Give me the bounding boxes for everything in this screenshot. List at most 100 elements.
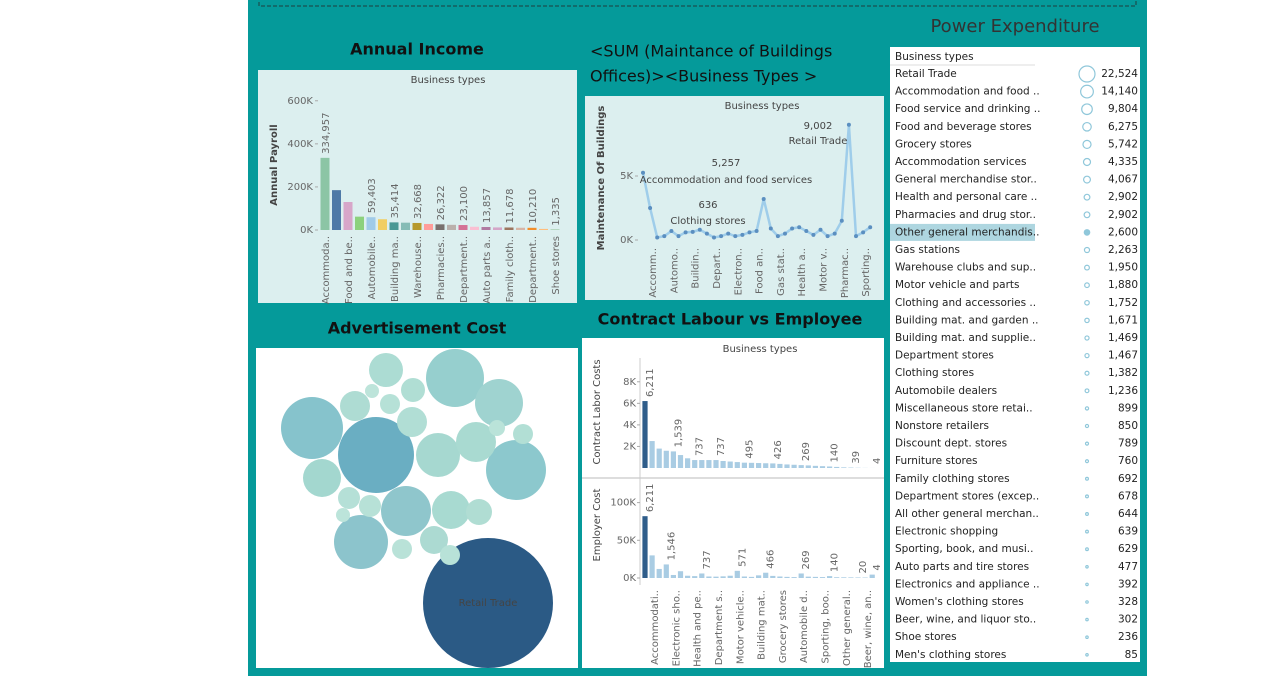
chart-title: Annual Income <box>350 40 484 59</box>
data-label: 334,957 <box>321 112 332 153</box>
bar <box>389 222 399 230</box>
data-label: 1,335 <box>551 197 562 226</box>
row-label: Retail Trade <box>895 68 957 80</box>
bar <box>355 216 364 230</box>
row-label: Sporting, book, and musi.. <box>895 543 1033 555</box>
row-value: 4,335 <box>1108 156 1138 168</box>
bar <box>493 227 502 230</box>
bar <box>401 222 410 230</box>
bubble <box>466 499 492 525</box>
bubble <box>380 394 400 414</box>
bar <box>713 460 719 468</box>
x-tick-label: Automo.. <box>669 248 680 293</box>
y-tick-label: 200K <box>287 182 313 193</box>
y-tick-label: 6K <box>623 398 636 409</box>
point <box>733 234 738 239</box>
bar <box>756 575 762 578</box>
annotation: Retail Trade <box>789 136 848 147</box>
point <box>811 232 816 237</box>
subtitle: Business types <box>411 75 486 86</box>
data-label: 737 <box>716 437 727 456</box>
bar <box>516 227 525 230</box>
point <box>768 226 773 231</box>
size-mark <box>1083 193 1091 201</box>
size-mark <box>1085 582 1089 587</box>
data-label: 35,414 <box>390 183 401 218</box>
row-label: Clothing and accessories .. <box>895 297 1036 309</box>
row-label: Men's clothing stores <box>895 649 1006 661</box>
row-label: Gas stations <box>895 244 960 256</box>
row-value: 789 <box>1118 438 1138 450</box>
bar <box>756 463 762 468</box>
data-label: 20 <box>858 561 869 574</box>
row-label: Department stores (excep.. <box>895 490 1039 502</box>
row-label: Health and personal care .. <box>895 191 1037 203</box>
x-tick-label: Automobile.. <box>367 236 378 300</box>
bar <box>770 575 776 578</box>
bar <box>706 576 712 578</box>
x-tick-label: Health a.. <box>797 248 808 297</box>
point <box>832 231 837 236</box>
row-value: 850 <box>1118 420 1138 432</box>
x-tick-label: Pharmac.. <box>840 248 851 298</box>
bar <box>841 467 847 468</box>
y-tick-label: 0K <box>620 235 633 246</box>
row-value: 1,382 <box>1108 367 1138 379</box>
bubble <box>336 508 350 522</box>
row-value: 629 <box>1118 543 1138 555</box>
row-label: Auto parts and tire stores <box>895 561 1029 573</box>
point <box>712 235 716 240</box>
row-label: Nonstore retailers <box>895 420 989 432</box>
x-tick-label: Family cloth.. <box>505 236 516 302</box>
bar <box>734 570 740 578</box>
bar <box>378 219 387 230</box>
bar <box>748 462 755 468</box>
data-label: 269 <box>801 442 812 461</box>
size-mark <box>1085 529 1089 534</box>
row-value: 2,600 <box>1108 226 1138 238</box>
bubble <box>432 491 470 529</box>
y-tick-label: 4K <box>623 420 636 431</box>
size-mark <box>1080 84 1094 99</box>
x-tick-label: Shoe stores <box>551 236 562 295</box>
row-label: Miscellaneous store retai.. <box>895 402 1033 414</box>
x-tick-label: Building ma.. <box>390 236 401 302</box>
row-label: Discount dept. stores <box>895 438 1007 450</box>
bar <box>763 463 769 468</box>
bubble <box>440 545 460 565</box>
data-label: 6,211 <box>645 368 656 397</box>
point <box>825 234 830 239</box>
data-label: 737 <box>702 550 713 569</box>
annotation: Clothing stores <box>670 216 745 227</box>
row-value: 644 <box>1118 508 1138 520</box>
row-label: Food and beverage stores <box>895 121 1032 133</box>
data-label: 140 <box>830 443 841 462</box>
row-value: 9,804 <box>1108 103 1138 115</box>
y-tick-label: 100K <box>610 498 636 509</box>
row-value: 639 <box>1118 526 1138 538</box>
row-value: 392 <box>1118 578 1138 590</box>
size-mark <box>1083 246 1091 254</box>
x-tick-label: Automobile d.. <box>799 590 810 663</box>
point <box>655 235 660 240</box>
point <box>662 234 667 239</box>
bubble <box>423 538 553 668</box>
bubble <box>397 407 427 437</box>
subtitle: Business types <box>723 344 798 355</box>
size-mark <box>1085 564 1089 569</box>
x-tick-label: Depart.. <box>712 248 723 289</box>
row-value: 4,067 <box>1108 174 1138 186</box>
bar <box>805 576 811 578</box>
y-axis-label: Employer Cost <box>592 488 603 561</box>
row-value: 692 <box>1118 473 1138 485</box>
bar <box>748 576 755 578</box>
x-tick-label: Food and be.. <box>344 236 355 304</box>
row-value: 1,469 <box>1108 332 1138 344</box>
row-label: Shoe stores <box>895 631 957 643</box>
bubble <box>334 515 388 569</box>
point <box>690 229 695 234</box>
bubble <box>365 384 379 398</box>
panel <box>258 70 577 303</box>
bar <box>841 577 847 578</box>
bubble-label: Retail Trade <box>459 598 518 609</box>
